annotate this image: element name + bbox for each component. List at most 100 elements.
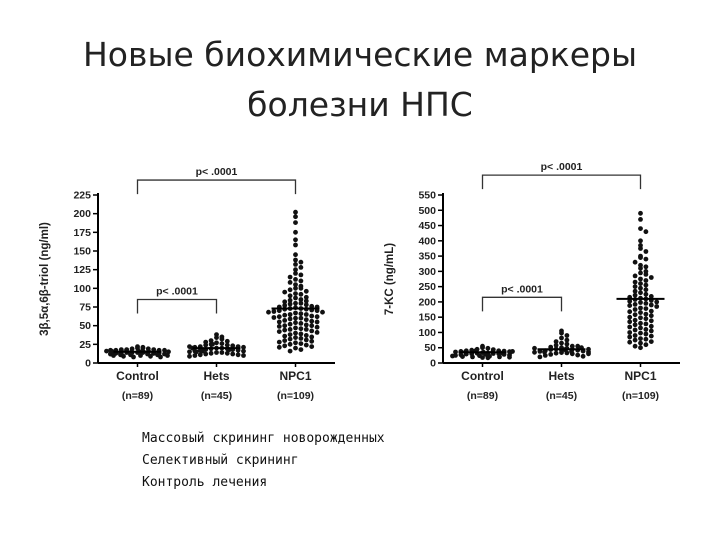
data-point bbox=[638, 270, 643, 276]
y-tick-label: 50 bbox=[424, 342, 436, 354]
data-point bbox=[643, 311, 649, 317]
data-point bbox=[303, 298, 309, 304]
significance-label: p< .0001 bbox=[196, 166, 238, 178]
data-point bbox=[643, 291, 649, 297]
data-point bbox=[219, 350, 225, 355]
data-point bbox=[210, 341, 215, 347]
data-point bbox=[632, 317, 638, 323]
data-point bbox=[121, 353, 126, 359]
data-point bbox=[643, 249, 649, 254]
data-point bbox=[638, 217, 643, 222]
data-point bbox=[643, 256, 649, 262]
data-point bbox=[303, 288, 309, 294]
data-point bbox=[293, 325, 298, 331]
data-point bbox=[208, 338, 214, 343]
data-point bbox=[303, 302, 309, 308]
data-point bbox=[298, 285, 304, 291]
significance-bracket bbox=[136, 298, 218, 314]
data-point bbox=[293, 257, 298, 263]
data-point bbox=[287, 287, 293, 293]
x-category-label: Control bbox=[116, 369, 159, 383]
data-point bbox=[303, 342, 309, 348]
data-point bbox=[287, 321, 293, 327]
data-point bbox=[632, 288, 638, 294]
data-point bbox=[287, 336, 293, 342]
data-point bbox=[638, 330, 643, 336]
data-point bbox=[298, 321, 304, 326]
data-point bbox=[638, 226, 643, 231]
data-point bbox=[485, 345, 491, 351]
data-point bbox=[187, 349, 192, 355]
data-point bbox=[632, 273, 638, 279]
data-point bbox=[230, 343, 236, 349]
data-point bbox=[287, 348, 293, 354]
data-point bbox=[282, 343, 288, 349]
data-point bbox=[643, 327, 649, 332]
data-point bbox=[151, 347, 157, 352]
data-point bbox=[276, 329, 282, 334]
data-point bbox=[276, 344, 282, 350]
y-tick-label: 175 bbox=[73, 227, 91, 239]
data-point bbox=[638, 300, 643, 305]
data-point bbox=[282, 289, 288, 295]
data-point bbox=[643, 336, 649, 342]
data-point bbox=[303, 337, 309, 343]
data-point bbox=[638, 340, 643, 346]
data-point bbox=[643, 301, 649, 306]
data-point bbox=[298, 291, 304, 297]
x-n-label: (n=89) bbox=[467, 390, 498, 402]
data-point bbox=[320, 309, 325, 315]
data-point bbox=[276, 314, 282, 320]
data-point bbox=[241, 344, 246, 350]
data-point bbox=[643, 321, 649, 327]
x-category-label: Hets bbox=[548, 369, 574, 383]
data-point bbox=[298, 341, 304, 346]
data-point bbox=[235, 347, 241, 353]
data-point bbox=[241, 353, 246, 358]
data-point bbox=[293, 295, 298, 301]
data-point bbox=[627, 319, 633, 325]
data-point bbox=[309, 323, 315, 329]
data-point bbox=[287, 280, 293, 285]
data-point bbox=[293, 214, 298, 220]
data-point bbox=[632, 337, 638, 343]
y-tick-label: 50 bbox=[79, 320, 91, 332]
data-point bbox=[224, 338, 230, 344]
data-point bbox=[293, 277, 298, 282]
data-point bbox=[638, 305, 643, 311]
data-point bbox=[632, 284, 638, 289]
data-point bbox=[287, 293, 293, 299]
data-point bbox=[282, 323, 288, 329]
data-point bbox=[104, 348, 109, 354]
data-point bbox=[632, 279, 638, 285]
data-point bbox=[111, 353, 116, 358]
data-point bbox=[654, 299, 660, 305]
data-point bbox=[224, 342, 230, 348]
data-point bbox=[148, 353, 153, 359]
data-point bbox=[293, 300, 298, 306]
title-line-2: болезни НПС bbox=[247, 85, 473, 124]
significance-bracket bbox=[481, 174, 642, 190]
data-point bbox=[208, 350, 214, 356]
data-point bbox=[564, 337, 570, 343]
data-point bbox=[638, 325, 643, 331]
data-point bbox=[298, 311, 304, 317]
data-point bbox=[293, 345, 298, 351]
data-point bbox=[140, 345, 146, 351]
data-point bbox=[282, 327, 288, 333]
data-point bbox=[643, 278, 649, 283]
significance-bracket bbox=[481, 296, 563, 312]
data-point bbox=[276, 308, 282, 314]
data-point bbox=[627, 334, 633, 340]
data-point bbox=[287, 312, 293, 317]
data-point bbox=[638, 238, 643, 244]
data-point bbox=[162, 347, 167, 353]
data-point bbox=[303, 294, 309, 300]
y-tick-label: 400 bbox=[418, 235, 436, 247]
data-point bbox=[287, 332, 293, 337]
data-point bbox=[648, 313, 654, 319]
data-point bbox=[627, 324, 633, 330]
data-point bbox=[627, 303, 633, 308]
data-point bbox=[309, 313, 315, 319]
data-point bbox=[627, 309, 633, 315]
